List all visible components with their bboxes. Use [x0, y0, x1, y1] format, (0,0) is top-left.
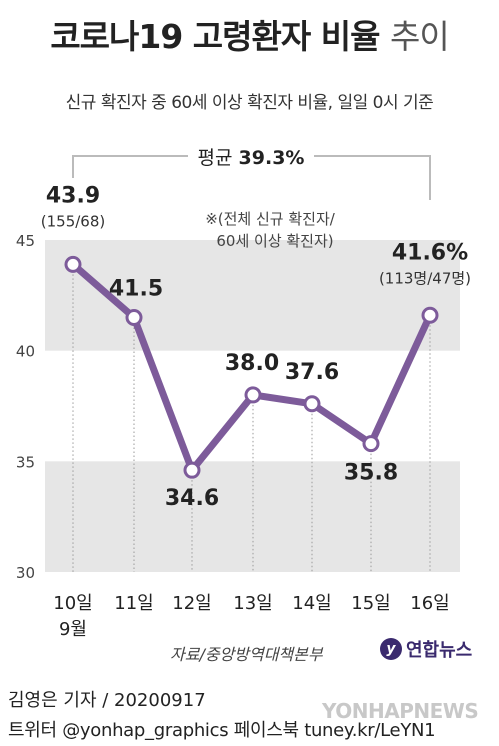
y-tick-label: 30 — [16, 564, 35, 582]
author-credit: 김영은 기자 / 20200917 — [8, 690, 206, 711]
data-point — [421, 306, 439, 324]
y-tick-label: 40 — [16, 343, 35, 361]
data-point — [125, 308, 143, 326]
data-label: 38.0 — [225, 351, 279, 376]
x-tick-label: 16일 — [410, 593, 449, 614]
average-label-bg — [188, 143, 314, 171]
data-point — [64, 255, 82, 273]
x-tick-label: 15일 — [351, 593, 390, 614]
y-tick-label: 35 — [16, 453, 35, 471]
x-tick-label: 10일 — [53, 593, 92, 614]
social-credit: 트위터 @yonhap_graphics 페이스북 tuney.kr/LeYN1 — [8, 720, 436, 741]
note-line-1: ※(전체 신규 확진자/ — [205, 210, 336, 228]
average-label: 평균 39.3% — [198, 147, 305, 169]
chart-subtitle: 신규 확진자 중 60세 이상 확진자 비율, 일일 0시 기준 — [65, 93, 434, 113]
x-tick-label: 14일 — [292, 593, 331, 614]
title-light: 추이 — [389, 17, 450, 56]
x-tick-label: 12일 — [172, 593, 211, 614]
x-tick-label: 13일 — [233, 593, 272, 614]
data-point — [303, 395, 321, 413]
source-label: 자료/중앙방역대책본부 — [170, 645, 323, 664]
data-label: 43.9 — [46, 183, 100, 208]
logo-text: 연합뉴스 — [406, 640, 473, 661]
data-sub-label: (155/68) — [41, 212, 105, 230]
x-tick-label: 9월 — [59, 619, 87, 640]
data-point — [244, 386, 262, 404]
band-45-40 — [45, 240, 460, 351]
title-main: 코로나19 고령환자 비율 — [50, 17, 380, 56]
data-sub-label: (113명/47명) — [379, 269, 471, 287]
data-point — [362, 435, 380, 453]
data-label: 37.6 — [285, 360, 339, 385]
y-tick-label: 45 — [16, 232, 35, 250]
yonhap-logo: y 연합뉴스 — [380, 636, 472, 662]
yonhap-logo-icon: y — [380, 638, 402, 660]
data-point — [183, 461, 201, 479]
note-line-2: 60세 이상 확진자) — [216, 232, 333, 250]
data-label: 34.6 — [165, 486, 219, 511]
watermark: YONHAPNEWS — [322, 699, 479, 723]
data-label: 41.6% — [392, 240, 468, 265]
x-tick-label: 11일 — [114, 593, 153, 614]
chart-title: 코로나19 고령환자 비율 추이 — [0, 10, 499, 58]
data-label: 35.8 — [344, 461, 398, 486]
data-label: 41.5 — [109, 276, 163, 301]
